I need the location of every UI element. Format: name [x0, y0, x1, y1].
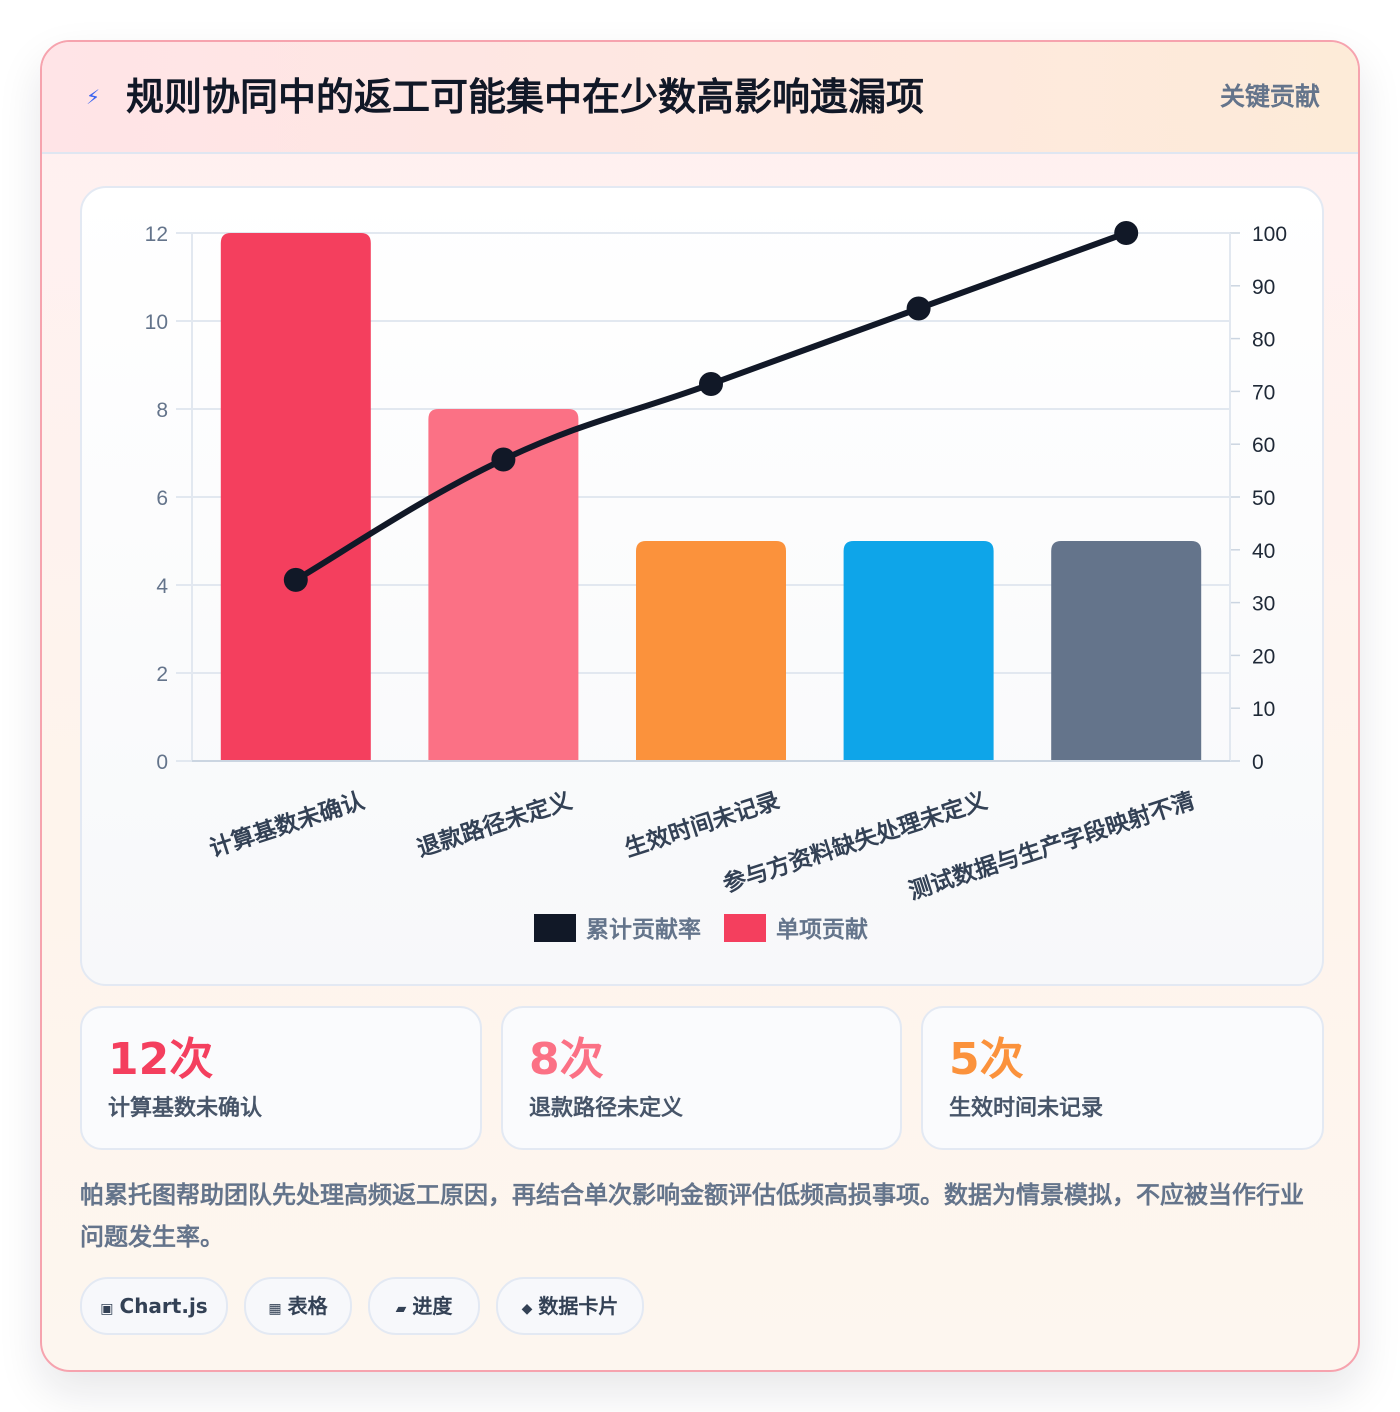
pareto-chart: 0 2 4 6 8 10 12 0 10 20 30 40 50 60 70 80 90 100 计算基数未确认 退款…	[145, 221, 1287, 943]
bar	[843, 541, 994, 761]
bar	[220, 233, 371, 761]
cumulative-point	[283, 567, 308, 592]
cumulative-point	[699, 372, 723, 397]
legend-label: 单项贡献	[776, 917, 868, 943]
cumulative-line	[294, 230, 1128, 583]
chip-label: 表格	[287, 1294, 328, 1318]
y-left-tick-label: 2	[156, 663, 168, 686]
y-right-tick-label: 70	[1252, 381, 1275, 404]
y-right-tick-label: 100	[1252, 223, 1287, 246]
x-tick-label: 计算基数未确认	[206, 787, 367, 862]
chip-table[interactable]: ▦ 表格	[244, 1277, 352, 1335]
bar	[1051, 541, 1202, 761]
x-tick-label: 退款路径未定义	[414, 787, 575, 862]
stat-label: 退款路径未定义	[529, 1096, 684, 1121]
chart-title: 规则协同中的返工可能集中在少数高影响遗漏项	[126, 75, 925, 119]
chip-data-card[interactable]: ◆ 数据卡片	[496, 1277, 644, 1335]
diamond-icon: ◆	[521, 1301, 533, 1317]
stat-value: 8次	[529, 1034, 604, 1085]
y-left-tick-label: 12	[145, 223, 168, 246]
y-right-tick-label: 0	[1252, 751, 1264, 774]
stat-label: 生效时间未记录	[949, 1096, 1104, 1121]
y-right-tick-label: 50	[1252, 487, 1275, 510]
y-right-tick-label: 40	[1252, 540, 1275, 563]
card-header: ⚡ 规则协同中的返工可能集中在少数高影响遗漏项 关键贡献	[42, 42, 1358, 154]
chip-label: 进度	[412, 1294, 453, 1318]
y-right-tick-label: 30	[1252, 593, 1275, 616]
lightning-icon: ⚡	[86, 85, 101, 109]
bar	[636, 541, 786, 761]
stat-card-1: 12次 计算基数未确认	[80, 1006, 482, 1150]
chip-chartjs[interactable]: ▣ Chart.js	[80, 1277, 228, 1335]
legend-label: 累计贡献率	[586, 916, 701, 943]
y-left-tick-label: 4	[156, 575, 168, 598]
stat-value: 12次	[108, 1034, 214, 1085]
stat-card-3: 5次 生效时间未记录	[921, 1006, 1324, 1150]
y-left-tick-label: 0	[156, 751, 168, 774]
x-tick-label: 生效时间未记录	[621, 787, 782, 862]
chart-card: ⚡ 规则协同中的返工可能集中在少数高影响遗漏项 关键贡献 0 2 4 6 8 10 12 0 1…	[40, 40, 1360, 1372]
y-left-tick-label: 10	[145, 311, 168, 334]
chip-progress[interactable]: ▰ 进度	[368, 1277, 480, 1335]
square-icon: ▣	[100, 1301, 114, 1317]
y-left-tick-label: 8	[156, 399, 168, 422]
stat-card-2: 8次 退款路径未定义	[501, 1006, 902, 1150]
chip-label: Chart.js	[119, 1294, 208, 1318]
stat-value: 5次	[949, 1034, 1024, 1085]
chart-panel: 0 2 4 6 8 10 12 0 10 20 30 40 50 60 70 80 90 100 计算基数未确认 退款…	[80, 186, 1324, 986]
y-right-tick-label: 20	[1252, 645, 1275, 668]
y-left-tick-label: 6	[156, 487, 168, 510]
legend-swatch	[534, 914, 576, 942]
cumulative-point	[906, 296, 931, 321]
y-right-tick-label: 10	[1252, 698, 1275, 721]
table-icon: ▦	[268, 1301, 282, 1317]
key-contribution-badge: 关键贡献	[1219, 82, 1320, 111]
legend-swatch	[724, 914, 766, 942]
y-right-tick-label: 80	[1252, 329, 1275, 352]
chart-note: 帕累托图帮助团队先处理高频返工原因，再结合单次影响金额评估低频高损事项。数据为情…	[80, 1181, 1304, 1251]
bar	[428, 409, 579, 761]
chip-label: 数据卡片	[538, 1294, 619, 1318]
progress-icon: ▰	[395, 1301, 407, 1317]
cumulative-point	[491, 447, 516, 472]
y-right-tick-label: 90	[1252, 276, 1275, 299]
cumulative-point	[1114, 221, 1139, 245]
stat-label: 计算基数未确认	[108, 1096, 263, 1121]
y-right-tick-label: 60	[1252, 434, 1275, 457]
